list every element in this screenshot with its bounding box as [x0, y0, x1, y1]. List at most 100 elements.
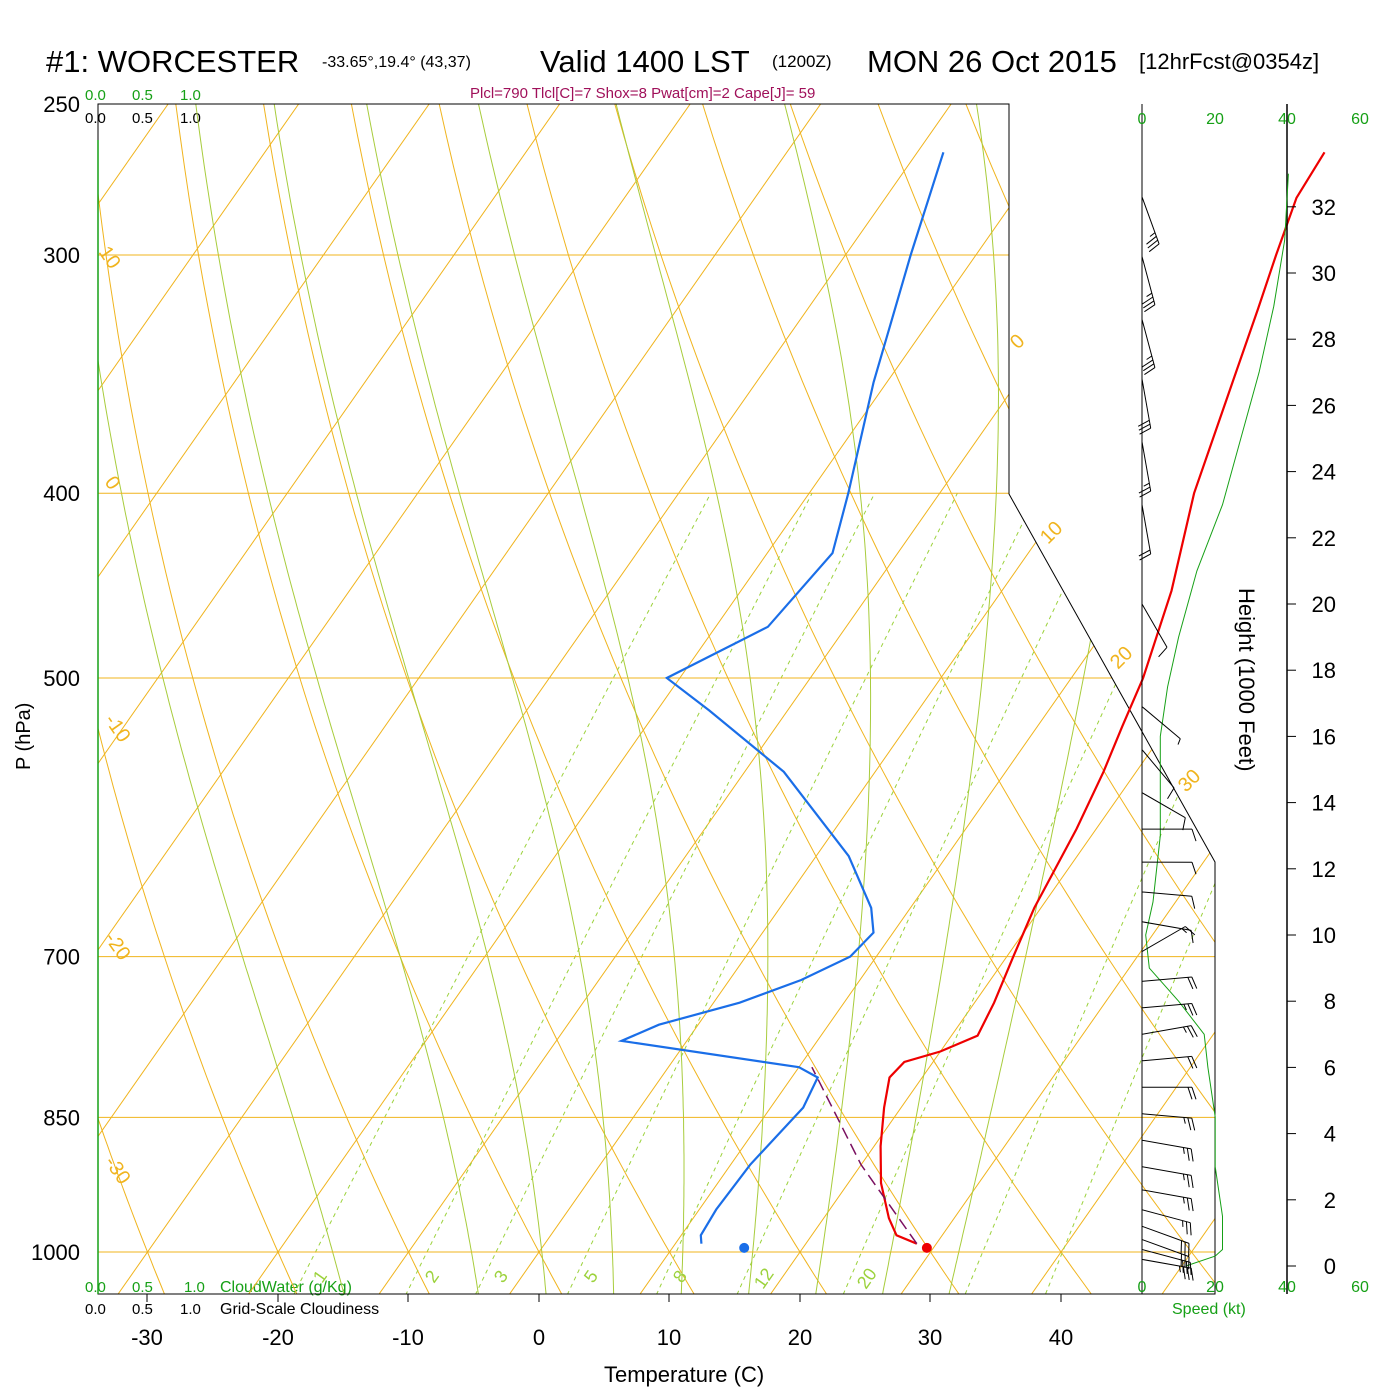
wind-panel: 0 20 40 600 20 40 6002468101214161820222426283… [1138, 104, 1369, 1296]
moist-adiabat-line [474, 104, 685, 1294]
station-coords: -33.65°,19.4° (43,37) [322, 54, 471, 71]
barb-shaft [1141, 441, 1152, 492]
barb-flag [1158, 646, 1168, 658]
x-tick-label: 0 [533, 1325, 545, 1350]
barb-flag [1186, 1267, 1190, 1280]
barb-flag [1186, 1148, 1190, 1161]
height-tick-label: 14 [1312, 791, 1336, 816]
barb-shaft [1141, 1166, 1192, 1176]
plot-border [97, 103, 1216, 1295]
zulu-time: (1200Z) [772, 52, 832, 71]
dry-adiabat-line [171, 104, 583, 1294]
wind-barb [1141, 256, 1156, 313]
wind-barb [1141, 861, 1197, 875]
dry-adiabat-line [1386, 70, 1400, 1331]
scale-tick: 0.0 [85, 1301, 106, 1318]
barb-shaft [1141, 1055, 1192, 1062]
isotherm-line [352, 104, 1215, 1294]
height-tick-label: 0 [1324, 1254, 1336, 1279]
height-tick-label: 16 [1312, 724, 1336, 749]
barb-half-flag [1183, 1117, 1186, 1124]
scale-tick: 1.0 [180, 110, 201, 127]
barb-flag [1139, 427, 1151, 435]
wind-speed-tick: 40 [1278, 1279, 1296, 1296]
wind-barb [1141, 828, 1197, 842]
barb-flag [1138, 486, 1151, 494]
isotherm-line [1005, 104, 1215, 1294]
wind-speed-tick: 0 [1138, 111, 1147, 128]
height-tick-label: 10 [1312, 923, 1336, 948]
barb-shaft [1141, 1003, 1192, 1009]
sounding-profiles [617, 151, 1326, 1253]
barb-flag [1189, 1222, 1192, 1236]
temperature-profile [879, 151, 1326, 1245]
isotherm-line [98, 104, 715, 1294]
surface-temperature-dot [921, 1242, 932, 1253]
scale-tick: 1.0 [184, 1279, 205, 1296]
wind-barb [1141, 1139, 1194, 1162]
barb-flag [1182, 817, 1186, 831]
barb-flag [1189, 1262, 1192, 1276]
x-tick-label: 30 [918, 1325, 942, 1350]
mixing-ratio-line [387, 492, 813, 1294]
barb-shaft [1141, 196, 1160, 245]
barb-half-flag [1146, 355, 1153, 360]
isotherm-line [1135, 104, 1215, 1294]
barb-shaft [1141, 319, 1156, 368]
barb-flag [1139, 490, 1151, 498]
barb-half-flag [1178, 1265, 1181, 1273]
wind-speed-label: Speed (kt) [1172, 1301, 1246, 1318]
dry-adiabat-label: 20 [1106, 642, 1137, 673]
mixing-ratio-line [274, 492, 712, 1294]
forecast-info: [12hrFcst@0354z] [1139, 49, 1319, 74]
height-tick-label: 2 [1324, 1188, 1336, 1213]
height-tick-label: 20 [1312, 592, 1336, 617]
barb-flag [1186, 1026, 1194, 1038]
scale-tick: 0.0 [85, 1279, 106, 1296]
barb-shaft [1141, 1025, 1192, 1035]
barb-flag [1191, 976, 1198, 989]
barb-flag [1186, 1174, 1190, 1188]
barb-half-flag [1183, 1003, 1187, 1011]
isotherm-line [98, 104, 193, 1294]
barb-shaft [1141, 1189, 1192, 1200]
scale-tick: 0.5 [132, 87, 153, 104]
height-tick-label: 8 [1324, 989, 1336, 1014]
barb-flag [1191, 1087, 1197, 1100]
barb-shaft [1141, 256, 1156, 305]
mixing-ratio-line [826, 492, 1205, 1294]
barb-shaft [1141, 921, 1192, 931]
dry-adiabat-label: -10 [100, 710, 135, 746]
height-tick-label: 28 [1312, 327, 1336, 352]
moist-adiabat-line [611, 104, 769, 1294]
barb-half-flag [1177, 738, 1181, 745]
dry-adiabat-line [778, 104, 1215, 1294]
isotherm-line [98, 104, 845, 1294]
wind-barb [1141, 891, 1196, 909]
barb-shaft [1141, 378, 1152, 429]
barb-flag [1187, 1003, 1194, 1016]
mixing-ratio-line [457, 492, 876, 1294]
isotherm-line [98, 104, 976, 1294]
barb-half-flag [1149, 232, 1156, 237]
barb-flag [1190, 1175, 1194, 1188]
barb-flag [1190, 1268, 1194, 1281]
x-tick-label: -20 [262, 1325, 294, 1350]
barb-flag [1142, 296, 1154, 305]
height-tick-label: 26 [1312, 393, 1336, 418]
background-lines [98, 70, 1400, 1331]
mixing-ratio-line [949, 492, 1215, 1294]
barb-flag [1187, 977, 1194, 990]
pressure-tick-label: 300 [43, 243, 80, 268]
bottom-cloudwater-scale: 0.0 0.5 1.0 CloudWater (g/Kg) [85, 1279, 352, 1296]
barb-flag [1148, 243, 1160, 253]
dry-adiabat-label: -20 [100, 928, 135, 964]
barb-flag [1191, 828, 1197, 842]
barb-flag [1191, 1003, 1198, 1016]
barb-shaft [1141, 1113, 1192, 1119]
height-tick-label: 18 [1312, 658, 1336, 683]
wind-barb [1141, 1225, 1190, 1257]
wind-barb [1141, 1113, 1196, 1131]
moist-adiabat-line [271, 104, 550, 1294]
barb-shaft [1141, 603, 1168, 648]
